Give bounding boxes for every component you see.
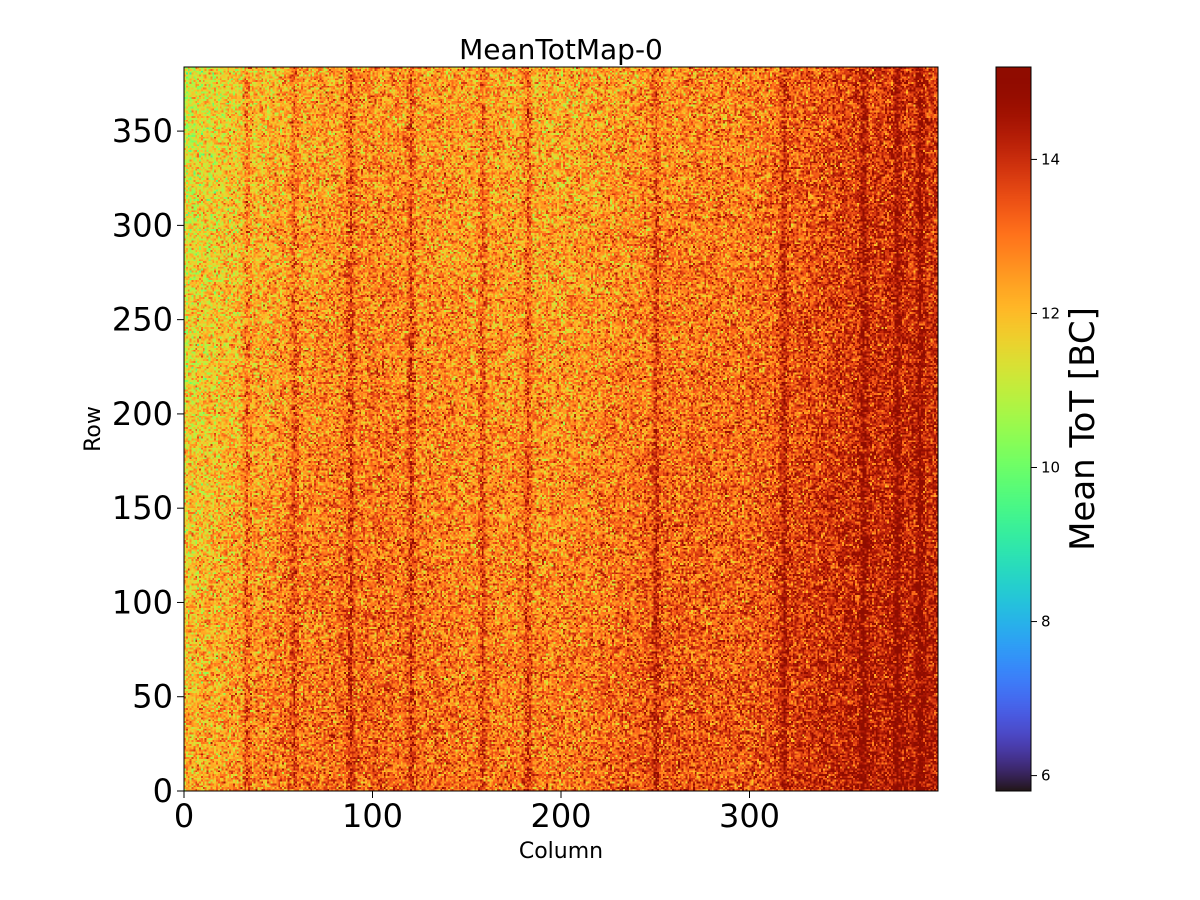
y-tick-label: 100 (112, 583, 173, 621)
x-axis-label: Column (519, 839, 603, 864)
colorbar-tick-label: 10 (1041, 459, 1060, 477)
colorbar-tick-label: 8 (1041, 613, 1051, 631)
heatmap-image (184, 67, 938, 791)
x-axis-ticks: 0 100 200 300 (174, 791, 780, 835)
y-tick-label: 150 (112, 489, 173, 527)
y-axis-ticks: 0 50 100 150 200 250 300 350 (112, 112, 184, 810)
colorbar-ticks: 6 8 10 12 14 (1031, 150, 1060, 785)
y-axis-label: Row (81, 406, 106, 452)
x-tick-label: 300 (719, 797, 780, 835)
colorbar-tick-label: 6 (1041, 767, 1051, 785)
x-tick-label: 0 (174, 797, 194, 835)
x-tick-label: 200 (530, 797, 591, 835)
chart-title: MeanTotMap-0 (459, 33, 663, 66)
y-tick-label: 350 (112, 112, 173, 150)
plot-frame (183, 66, 939, 792)
y-tick-label: 200 (112, 395, 173, 433)
y-tick-label: 300 (112, 206, 173, 244)
y-tick-label: 250 (112, 301, 173, 339)
colorbar-label: Mean ToT [BC] (1063, 307, 1103, 551)
colorbar-frame (995, 66, 1032, 792)
y-tick-label: 50 (132, 678, 173, 716)
y-tick-label: 0 (153, 772, 173, 810)
colorbar-tick-label: 14 (1041, 150, 1060, 168)
colorbar-gradient (996, 67, 1031, 791)
colorbar-tick-label: 12 (1041, 304, 1060, 322)
x-tick-label: 100 (342, 797, 403, 835)
